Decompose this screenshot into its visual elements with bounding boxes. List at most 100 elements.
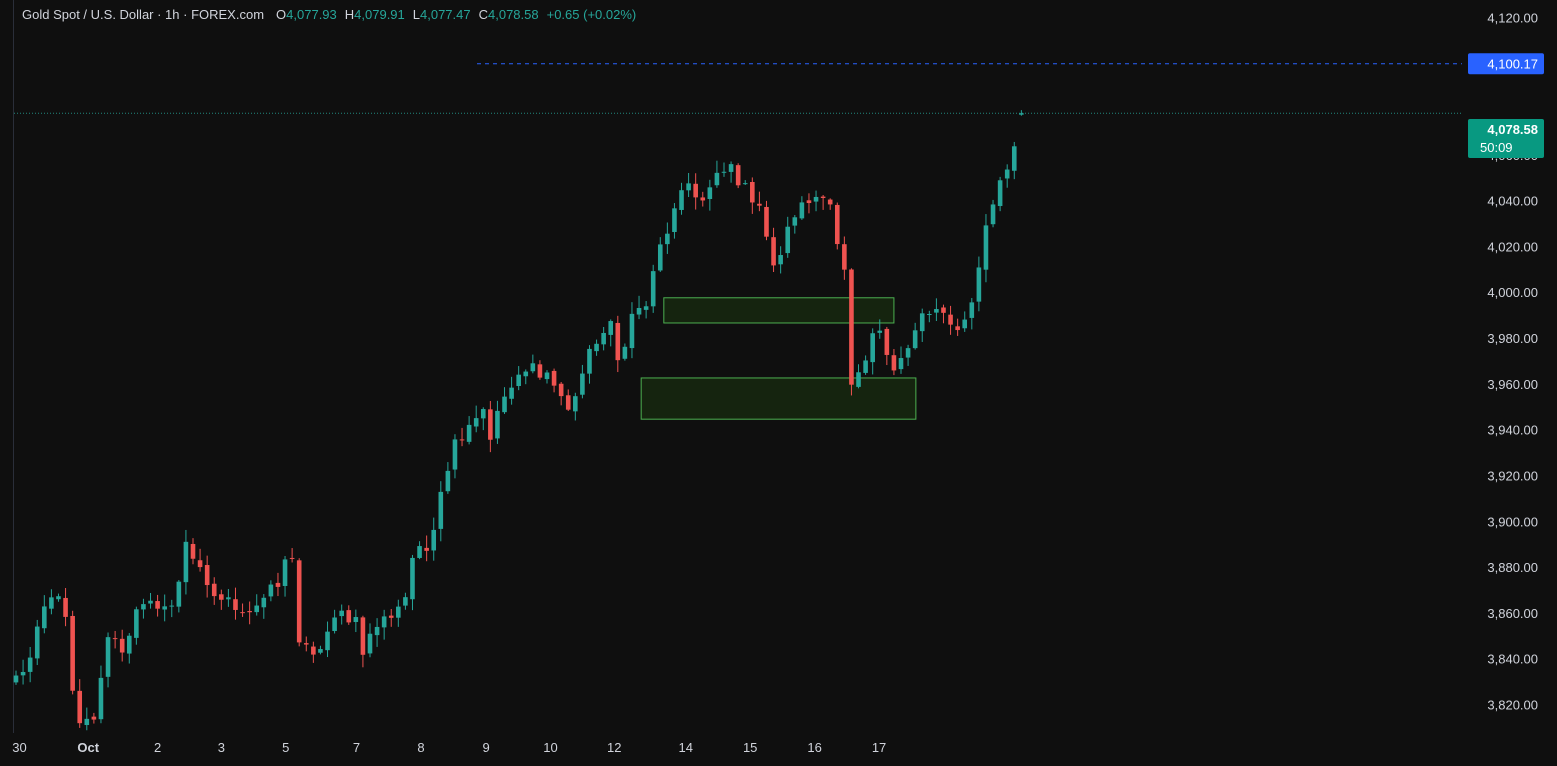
candle-body — [629, 313, 635, 349]
candle-body — [42, 606, 47, 629]
candle-body — [438, 491, 444, 529]
candle — [219, 589, 224, 610]
candle — [997, 176, 1003, 212]
candle — [84, 707, 90, 731]
last-price-tag: 4,078.58 — [1487, 122, 1538, 137]
candle — [884, 326, 890, 366]
candle-body — [247, 611, 252, 613]
symbol-legend[interactable]: Gold Spot / U.S. Dollar · 1h · FOREX.com… — [22, 7, 636, 22]
candle-body — [254, 605, 260, 613]
low-key: L — [412, 7, 420, 22]
alert-price-tag[interactable]: 4,100.17 — [1487, 57, 1538, 72]
candle — [594, 339, 599, 356]
candle — [459, 427, 465, 447]
candle-body — [728, 164, 734, 172]
candle-body — [126, 635, 132, 654]
price-axis[interactable]: 4,120.004,060.004,040.004,020.004,000.00… — [1487, 10, 1538, 712]
time-tick-label: 15 — [743, 740, 757, 755]
candle-body — [622, 346, 628, 359]
candle-body — [870, 333, 875, 363]
candle — [601, 326, 606, 351]
candle — [686, 172, 691, 198]
close-value: 4,078.58 — [488, 7, 539, 22]
candle — [856, 364, 861, 389]
candle-body — [509, 387, 514, 399]
candle-body — [303, 643, 309, 645]
candle — [502, 387, 507, 414]
candle — [934, 298, 939, 322]
candle-body — [990, 204, 996, 225]
candle — [863, 355, 868, 375]
candle-body — [445, 470, 451, 492]
candle — [969, 297, 975, 330]
candle-body — [141, 604, 146, 610]
candle — [990, 199, 996, 228]
candle-body — [13, 675, 19, 683]
candle — [155, 594, 160, 617]
candle — [785, 216, 791, 258]
candle-body — [615, 322, 621, 361]
candle — [452, 434, 458, 479]
candle-body — [785, 226, 791, 254]
candle-body — [480, 409, 486, 419]
candle-body — [636, 307, 642, 315]
candle — [438, 481, 444, 542]
candle — [1011, 141, 1017, 180]
candle — [289, 548, 295, 563]
candle-body — [764, 206, 769, 237]
candle — [211, 577, 217, 605]
candle-body — [452, 439, 458, 470]
demand-zone-1[interactable] — [663, 297, 895, 324]
candle-body — [70, 615, 75, 691]
candle-body — [806, 200, 812, 204]
candle — [311, 641, 316, 663]
candle-body — [289, 557, 295, 559]
price-tick-label: 3,940.00 — [1487, 423, 1538, 438]
candle — [849, 268, 854, 396]
change-value: +0.65 (+0.02%) — [546, 7, 637, 22]
symbol-title[interactable]: Gold Spot / U.S. Dollar · 1h · FOREX.com — [22, 7, 265, 22]
candle-body — [969, 302, 975, 318]
candle — [707, 179, 713, 211]
candle — [466, 416, 472, 445]
candle — [410, 554, 415, 611]
candle — [587, 345, 592, 384]
price-tick-label: 3,920.00 — [1487, 468, 1538, 483]
candle-body — [594, 343, 599, 352]
candle-body — [757, 203, 762, 206]
candle-body — [233, 599, 238, 610]
bar-countdown: 50:09 — [1480, 140, 1513, 155]
candle — [112, 630, 118, 649]
candle-body — [346, 610, 352, 623]
candle-body — [877, 330, 883, 333]
candle-body — [700, 197, 706, 201]
candle-body — [565, 395, 571, 410]
demand-zone-2[interactable] — [640, 377, 917, 420]
price-tick-label: 4,020.00 — [1487, 239, 1538, 254]
price-tick-label: 3,820.00 — [1487, 698, 1538, 713]
candle-body — [657, 244, 663, 271]
candle-body — [813, 196, 819, 202]
candle — [955, 318, 960, 336]
candle — [247, 601, 252, 625]
time-tick-label: 16 — [807, 740, 821, 755]
candle-body — [792, 217, 798, 226]
candle-body — [912, 330, 918, 349]
candle — [495, 400, 500, 444]
candle-body — [679, 190, 684, 210]
candle-body — [296, 560, 302, 643]
candle — [134, 606, 139, 645]
candle — [13, 670, 19, 685]
candle-body — [997, 180, 1003, 207]
candle-body — [778, 255, 783, 265]
time-axis[interactable]: 30 Oct 2 3 5 7 8 9 10 12 14 15 16 17 — [12, 740, 886, 755]
time-tick-label: 2 — [154, 740, 161, 755]
candle-body — [169, 605, 175, 607]
candle-body — [551, 370, 557, 386]
candle-body — [204, 565, 210, 586]
time-tick-label: 9 — [482, 740, 489, 755]
candle — [537, 360, 543, 380]
candle — [105, 632, 111, 688]
